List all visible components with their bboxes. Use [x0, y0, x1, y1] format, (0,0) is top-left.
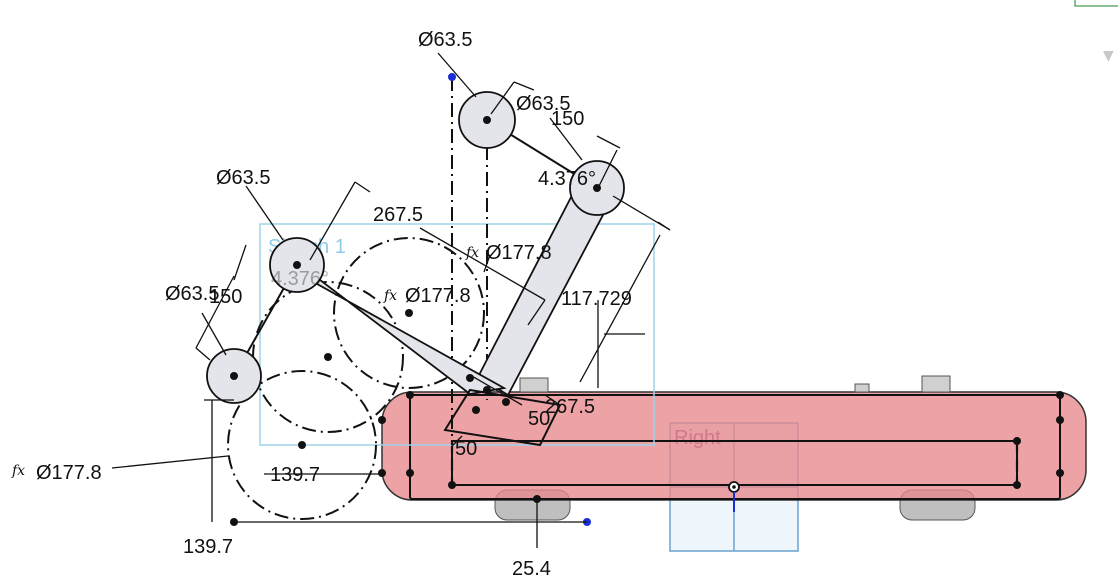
dim-large-diameter-1[interactable]: Ø177.8: [486, 242, 552, 264]
dim-150-left[interactable]: 150: [209, 286, 242, 308]
dim-large-diameter-2[interactable]: Ø177.8: [405, 285, 471, 307]
dim-117[interactable]: 117.729: [561, 288, 632, 310]
view-cube-edge[interactable]: [1074, 0, 1118, 7]
dimension-leaders: [111, 52, 671, 548]
sketch-points[interactable]: [230, 73, 1064, 526]
dim-large-left-diameter[interactable]: Ø177.8: [36, 462, 102, 484]
dim-267-bottom[interactable]: 267.5: [545, 396, 595, 418]
dim-267-top[interactable]: 267.5: [373, 204, 423, 226]
fx-icon: fx: [383, 288, 397, 304]
dim-50-a[interactable]: 50: [528, 408, 550, 430]
origin-icon[interactable]: [728, 481, 740, 512]
dim-left-top-diameter[interactable]: Ø63.5: [216, 167, 270, 189]
dropdown-arrow-icon[interactable]: ▼: [1103, 48, 1114, 64]
dim-top-right-diameter[interactable]: Ø63.5: [516, 93, 570, 115]
dim-139-bottom[interactable]: 139.7: [183, 536, 233, 558]
dim-top-center-diameter[interactable]: Ø63.5: [418, 29, 472, 51]
dim-25[interactable]: 25.4: [512, 558, 551, 580]
dim-150-top[interactable]: 150: [551, 108, 584, 130]
dim-139-inner[interactable]: 139.7: [270, 464, 320, 486]
dim-left-lower-diameter[interactable]: Ø63.5: [165, 283, 219, 305]
large-construction-circle-lower[interactable]: [227, 370, 377, 520]
robot-chassis[interactable]: [381, 375, 1087, 521]
large-construction-circle-upper[interactable]: [333, 237, 485, 389]
fx-icon: fx: [11, 463, 25, 479]
dim-angle-left[interactable]: 4.376°: [271, 268, 329, 290]
dim-angle-top[interactable]: 4.376°: [538, 168, 596, 190]
dim-50-b[interactable]: 50: [455, 438, 477, 460]
fx-icon: fx: [465, 245, 479, 261]
